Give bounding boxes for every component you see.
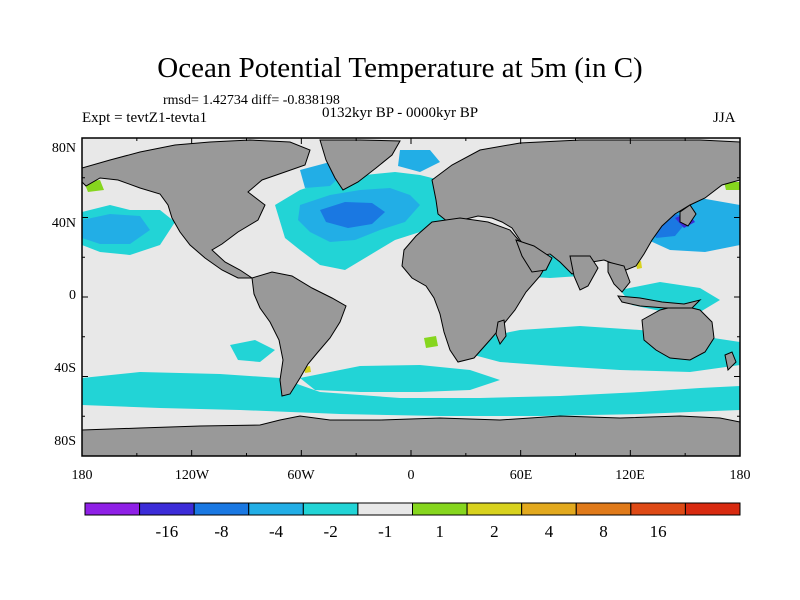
- colorbar-swatch: [302, 502, 359, 516]
- lon-label-180e: 180: [729, 468, 751, 483]
- colorbar: [84, 502, 741, 516]
- colorbar-swatch: [630, 502, 686, 516]
- lat-label-80n: 80N: [51, 141, 76, 156]
- madagascar-land: [495, 319, 507, 346]
- nordic-cool-patch: [398, 150, 440, 172]
- southeast-asia-land: [607, 261, 631, 293]
- southwest-africa-warm-patch: [424, 336, 438, 348]
- colorbar-swatch: [466, 502, 523, 516]
- colorbar-swatch: [357, 502, 413, 516]
- time-period-label: 0132kyr BP - 0000kyr BP: [322, 105, 479, 121]
- axis-ticks: [81, 137, 741, 457]
- lon-label-120e: 120E: [615, 468, 645, 483]
- south-pacific-cool-patch: [230, 340, 275, 362]
- map-area: [82, 138, 740, 456]
- bering-warm-patch: [724, 182, 740, 190]
- lat-label-80s: 80S: [54, 434, 76, 449]
- colorbar-swatch: [412, 502, 468, 516]
- anomaly-patches: [82, 150, 740, 416]
- colorbar-label: -1: [378, 522, 393, 541]
- colorbar-swatch: [575, 502, 632, 516]
- colorbar-swatch: [84, 502, 141, 516]
- colorbar-label: -8: [214, 522, 229, 541]
- colorbar-label: 1: [435, 522, 445, 541]
- north-atlantic-strong-cool-patch: [320, 202, 385, 228]
- colorbar-label: 16: [649, 522, 667, 541]
- arabia-land: [515, 239, 553, 273]
- colorbar-swatch: [139, 502, 195, 516]
- colorbar-label: -2: [323, 522, 338, 541]
- colorbar-label: -4: [268, 522, 284, 541]
- japan-land: [679, 204, 697, 227]
- antarctica-land: [82, 415, 740, 456]
- north-america-land: [82, 139, 311, 279]
- lon-label-60e: 60E: [509, 468, 533, 483]
- season-label: JJA: [713, 110, 736, 126]
- experiment-label: Expt = tevtZ1-tevta1: [82, 110, 208, 126]
- lat-label-equator: 0: [69, 288, 76, 303]
- colorbar-swatch: [193, 502, 250, 516]
- southern-ocean-cool-band: [82, 372, 740, 416]
- new-zealand-land: [724, 351, 737, 372]
- north-pacific-moderate-cool-patch: [82, 214, 150, 244]
- map-title: Ocean Potential Temperature at 5m (in C): [157, 52, 643, 84]
- indonesia-land: [617, 295, 702, 309]
- colorbar-label: 4: [544, 522, 554, 541]
- lat-label-40s: 40S: [54, 361, 76, 376]
- greenland-land: [319, 139, 401, 191]
- colorbar-label: -16: [155, 522, 179, 541]
- lon-label-180w: 180: [71, 468, 93, 483]
- colorbar-swatch: [521, 502, 577, 516]
- lon-label-120w: 120W: [174, 468, 210, 483]
- lon-label-0: 0: [407, 468, 415, 483]
- land-masses: [82, 139, 740, 456]
- colorbar-swatch: [684, 502, 741, 516]
- south-america-land: [251, 271, 347, 397]
- lon-label-60w: 60W: [287, 468, 315, 483]
- lat-label-40n: 40N: [51, 216, 76, 231]
- india-land: [569, 255, 599, 291]
- south-atlantic-cool-band: [300, 365, 500, 392]
- statistics-label: rmsd= 1.42734 diff= -0.838198: [163, 93, 340, 108]
- colorbar-label: 8: [599, 522, 608, 541]
- colorbar-swatch: [248, 502, 304, 516]
- colorbar-label: 2: [490, 522, 499, 541]
